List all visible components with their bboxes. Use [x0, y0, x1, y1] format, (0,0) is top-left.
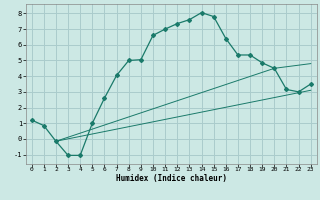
X-axis label: Humidex (Indice chaleur): Humidex (Indice chaleur) [116, 174, 227, 183]
